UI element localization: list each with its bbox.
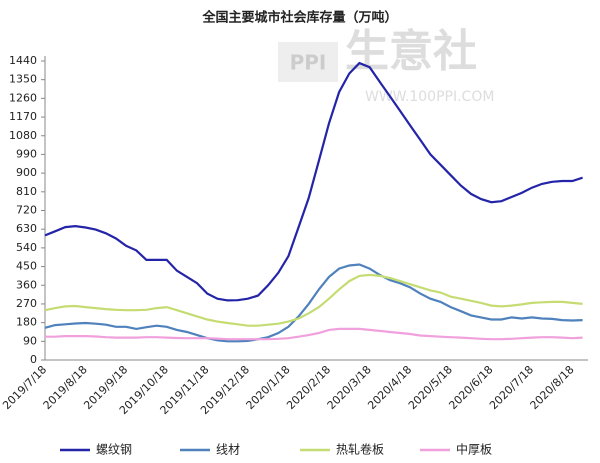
y-tick-label: 450 <box>16 260 37 273</box>
series-line <box>44 61 583 302</box>
y-tick-label: 540 <box>16 241 37 254</box>
y-tick-label: 1080 <box>9 129 37 142</box>
legend-label: 中厚板 <box>456 442 492 457</box>
y-tick-label: 360 <box>16 278 37 291</box>
series-line <box>44 273 583 327</box>
y-tick-label: 810 <box>16 185 37 198</box>
y-tick-label: 1350 <box>9 73 37 86</box>
y-tick-label: 1260 <box>9 91 37 104</box>
y-tick-label: 90 <box>23 334 37 347</box>
watermark-logo-box <box>278 42 338 82</box>
series-line <box>45 327 583 341</box>
y-tick-label: 900 <box>16 166 37 179</box>
y-tick-label: 1440 <box>9 54 37 67</box>
legend-label: 线材 <box>216 443 240 457</box>
y-tick-label: 630 <box>16 222 37 235</box>
series-line <box>44 263 583 343</box>
watermark-url: WWW.100PPI.COM <box>365 89 494 105</box>
y-tick-label: 720 <box>16 204 37 217</box>
x-tick-label: 2020/8/18 <box>528 363 577 412</box>
watermark-brand: 生意社 <box>345 26 477 77</box>
legend-label: 热轧卷板 <box>336 442 384 457</box>
y-tick-label: 990 <box>16 147 37 160</box>
y-tick-label: 180 <box>16 316 37 329</box>
y-tick-label: 0 <box>30 353 37 366</box>
chart-title: 全国主要城市社会库存量（万吨） <box>201 10 397 26</box>
watermark-logo: PPI <box>290 51 327 75</box>
y-tick-label: 1170 <box>9 110 37 123</box>
y-tick-label: 270 <box>16 297 37 310</box>
legend-label: 螺纹钢 <box>96 443 132 457</box>
